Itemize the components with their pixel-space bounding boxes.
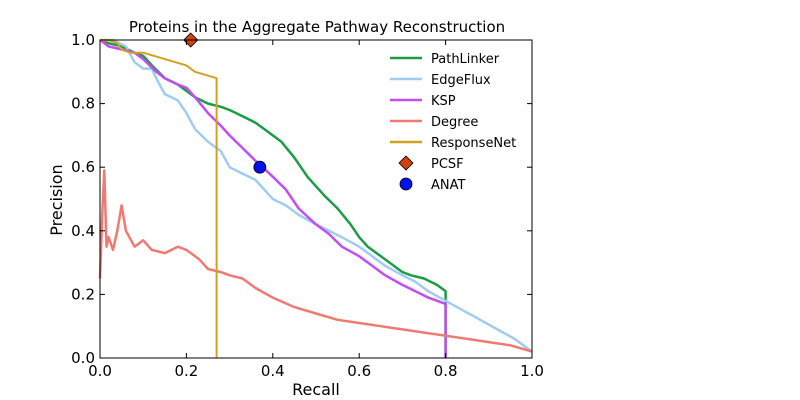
y-tick-label: 0.4 [71,222,95,240]
x-axis-label: Recall [292,380,340,399]
legend-label: PCSF [431,157,464,172]
legend-swatch [398,155,414,171]
legend-label: EdgeFlux [431,73,491,88]
legend-label: ResponseNet [431,136,516,151]
x-tick-label: 0.4 [261,362,285,380]
y-tick-label: 0.2 [71,285,95,303]
legend-entry: ANAT [399,177,466,193]
legend-entry: Degree [390,115,478,130]
legend-swatch [399,177,413,191]
legend-label: Degree [431,115,478,130]
y-tick-label: 0.8 [71,95,95,113]
y-axis-label: Precision [47,164,66,235]
legend-label: KSP [431,94,456,109]
legend-label: ANAT [431,178,466,193]
y-tick-label: 0.0 [71,349,95,367]
legend-entry: ResponseNet [390,136,516,151]
plot-frame [99,39,533,359]
x-tick-label: 0.2 [174,362,198,380]
legend-entry: EdgeFlux [390,73,491,88]
series-line-responsenet [100,39,218,358]
legend-entry: KSP [390,94,456,109]
x-tick-label: 0.8 [434,362,458,380]
series-line-edgeflux [100,38,533,353]
point-anat [253,160,267,174]
x-tick-label: 0.6 [347,362,371,380]
series-line-ksp [99,38,447,358]
x-tick-label: 0.0 [88,362,112,380]
legend: PathLinker EdgeFlux KSP Degree ResponseNet PC… [390,52,516,193]
chart-title: Proteins in the Aggregate Pathway Recons… [129,18,505,36]
y-tick-label: 0.6 [71,158,95,176]
series-line-degree [98,169,533,353]
legend-label: PathLinker [431,52,500,67]
y-tick-label: 1.0 [71,31,95,49]
legend-entry: PCSF [398,155,464,172]
series-line-pathlinker [99,38,447,358]
axes: 0.0 0.2 0.4 0.6 0.8 1.0 0.0 0.2 0.4 0.6 0.8 1.0 [71,31,544,380]
x-tick-label: 1.0 [520,362,544,380]
legend-entry: PathLinker [390,52,500,67]
